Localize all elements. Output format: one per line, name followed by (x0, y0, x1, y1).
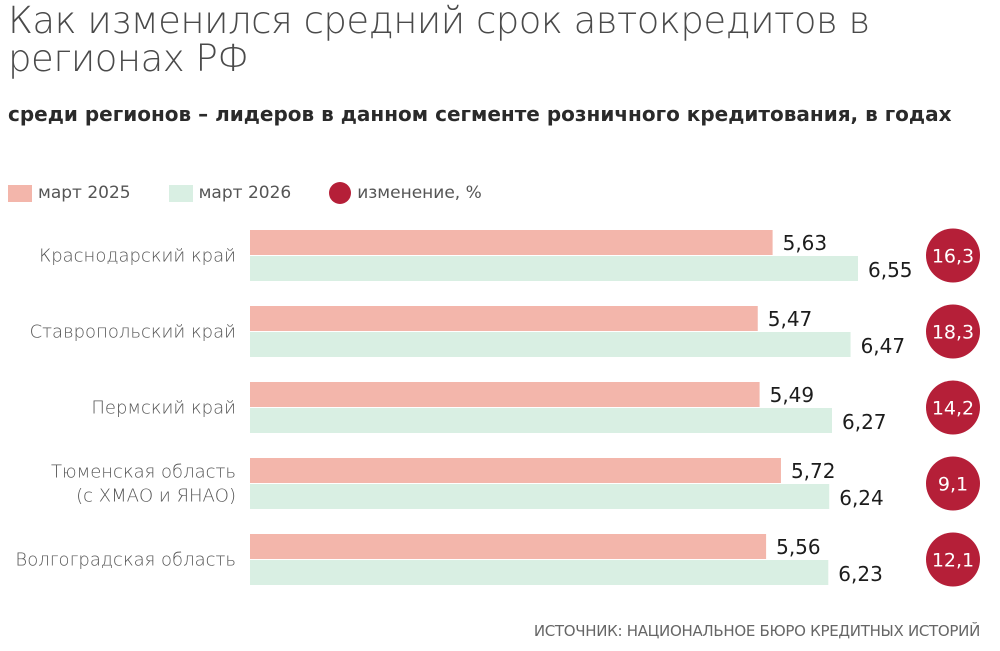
legend-label-march-2026: март 2026 (198, 183, 292, 203)
chart-title: Как изменился средний срок автокредитов … (8, 0, 870, 80)
change-label: 16,3 (932, 246, 974, 268)
bar-march-2025 (250, 534, 767, 559)
legend-swatch-change (329, 182, 352, 204)
bar-chart: Краснодарский край 5,63 6,55 16,3 Ставрополь… (15, 228, 980, 587)
change-label: 18,3 (932, 322, 974, 344)
value-label-march-2025: 5,47 (768, 307, 813, 331)
category-label: Пермский край (91, 398, 236, 419)
change-label: 12,1 (932, 550, 974, 572)
value-label-march-2025: 5,56 (776, 535, 821, 559)
bar-march-2026 (250, 560, 829, 585)
legend-swatch-march-2026 (168, 184, 193, 202)
category-label: Волгоградская область (15, 550, 236, 571)
change-circle (926, 304, 980, 359)
bar-march-2025 (250, 382, 760, 407)
change-circle (926, 228, 980, 283)
bar-march-2025 (250, 458, 781, 483)
legend-label-march-2025: март 2025 (38, 183, 131, 203)
change-circle (926, 380, 980, 435)
value-label-march-2026: 6,27 (842, 410, 887, 434)
bar-march-2026 (250, 256, 858, 281)
bar-march-2026 (250, 332, 851, 357)
change-circle (926, 456, 980, 511)
change-label: 9,1 (938, 474, 968, 496)
value-label-march-2025: 5,72 (791, 459, 836, 483)
value-label-march-2026: 6,47 (861, 334, 906, 358)
value-label-march-2025: 5,63 (783, 231, 828, 255)
category-label: (с ХМАО и ЯНАО) (76, 486, 236, 507)
bar-march-2025 (250, 306, 758, 331)
value-label-march-2026: 6,55 (868, 258, 913, 282)
legend-swatch-march-2025 (8, 184, 32, 202)
bar-march-2025 (250, 230, 773, 255)
value-label-march-2026: 6,24 (839, 486, 884, 510)
value-label-march-2026: 6,23 (838, 562, 883, 586)
legend-item-march-2025: март 2025 (8, 183, 131, 203)
category-label: Ставропольский край (30, 322, 236, 343)
chart-subtitle: среди регионов – лидеров в данном сегмен… (8, 102, 952, 126)
change-label: 14,2 (932, 398, 974, 420)
bar-march-2026 (250, 484, 830, 509)
value-label-march-2025: 5,49 (770, 383, 815, 407)
source-note: ИСТОЧНИК: НАЦИОНАЛЬНОЕ БЮРО КРЕДИТНЫХ ИС… (533, 622, 980, 640)
legend: март 2025 март 2026 изменение, % (8, 180, 520, 206)
legend-label-change: изменение, % (357, 183, 482, 203)
category-label: Тюменская область (51, 462, 236, 483)
category-label: Краснодарский край (39, 246, 236, 267)
bar-march-2026 (250, 408, 833, 433)
change-circle (926, 532, 980, 587)
legend-item-march-2026: март 2026 (168, 183, 292, 203)
legend-item-change: изменение, % (329, 182, 482, 204)
